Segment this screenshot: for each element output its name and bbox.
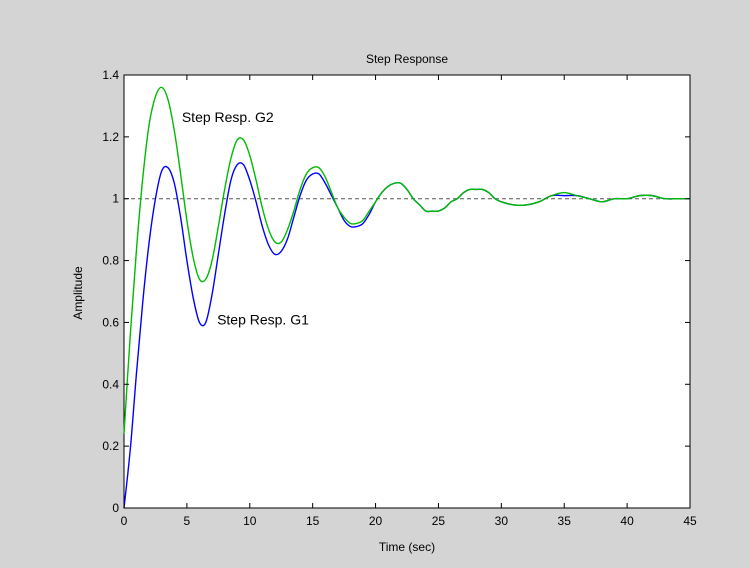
x-tick-label: 45 <box>683 514 697 528</box>
y-tick-label: 0.6 <box>102 315 119 329</box>
annotation-label-1: Step Resp. G2 <box>182 109 274 125</box>
annotation-layer: Step Resp. G2 Step Resp. G1 <box>182 109 309 328</box>
x-tick-label: 30 <box>495 514 509 528</box>
y-tick-label: 0 <box>112 501 119 515</box>
x-tick-label: 25 <box>432 514 446 528</box>
x-tick-label: 0 <box>121 514 128 528</box>
chart-title: Step Response <box>366 52 448 66</box>
x-tick-label: 10 <box>243 514 257 528</box>
series-line-2 <box>123 86 690 434</box>
x-tick-label: 15 <box>306 514 320 528</box>
y-tick-label: 0.8 <box>102 254 119 268</box>
tick-layer: 0 5 10 15 20 25 30 35 40 45 0 0.2 0.4 0.6 0.8 1 1.2 1.4 <box>102 68 697 528</box>
x-tick-label: 40 <box>620 514 634 528</box>
y-tick-label: 1.4 <box>102 68 119 82</box>
x-tick-label: 5 <box>184 514 191 528</box>
y-tick-label: 1.2 <box>102 130 119 144</box>
x-axis-label: Time (sec) <box>379 540 435 554</box>
x-tick-label: 20 <box>369 514 383 528</box>
plot-area <box>123 74 691 509</box>
y-axis-label: Amplitude <box>71 266 85 320</box>
y-tick-label: 0.2 <box>102 439 119 453</box>
annotation-label-2: Step Resp. G1 <box>217 311 309 327</box>
y-tick-label: 0.4 <box>102 377 119 391</box>
y-tick-label: 1 <box>112 192 119 206</box>
series-layer <box>123 86 690 509</box>
x-tick-label: 35 <box>558 514 572 528</box>
